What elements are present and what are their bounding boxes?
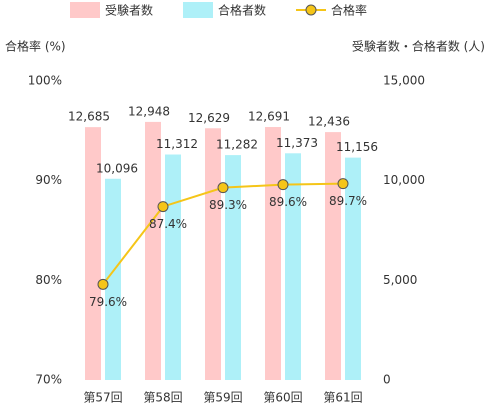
y2-axis-label: 受験者数・合格者数 (人) bbox=[352, 39, 485, 54]
line-value-label: 79.6% bbox=[89, 295, 127, 309]
legend-swatch bbox=[183, 2, 213, 18]
line-marker bbox=[337, 178, 349, 190]
bar bbox=[265, 127, 281, 381]
line-marker bbox=[97, 278, 109, 290]
y2-tick-label: 10,000 bbox=[383, 173, 425, 187]
y2-tick-label: 0 bbox=[383, 373, 391, 387]
line-value-label: 87.4% bbox=[149, 217, 187, 231]
bar bbox=[165, 154, 181, 380]
bar bbox=[345, 157, 361, 380]
bar bbox=[225, 155, 241, 380]
legend-label: 受験者数 bbox=[105, 3, 153, 18]
legend-swatch bbox=[305, 4, 317, 16]
bar bbox=[105, 178, 121, 380]
y2-tick-label: 15,000 bbox=[383, 74, 425, 88]
bar-value-label: 11,156 bbox=[336, 140, 378, 154]
legend-swatch bbox=[70, 2, 100, 18]
line-value-label: 89.3% bbox=[209, 198, 247, 212]
x-tick-label: 第61回 bbox=[323, 391, 362, 405]
bar bbox=[285, 153, 301, 380]
bar-value-label: 11,282 bbox=[216, 138, 258, 152]
bar-value-label: 12,685 bbox=[68, 110, 110, 124]
legend-label: 合格者数 bbox=[218, 3, 266, 18]
y-tick-label: 80% bbox=[35, 273, 62, 287]
line-value-label: 89.6% bbox=[269, 195, 307, 209]
bar-value-label: 12,691 bbox=[248, 110, 290, 124]
y-tick-label: 90% bbox=[35, 173, 62, 187]
y-tick-label: 70% bbox=[35, 373, 62, 387]
x-tick-label: 第57回 bbox=[83, 391, 122, 405]
bar-value-label: 11,373 bbox=[276, 136, 318, 150]
line-marker bbox=[217, 182, 229, 194]
line-marker bbox=[157, 201, 169, 213]
bar-value-label: 11,312 bbox=[156, 137, 198, 151]
bar-value-label: 12,436 bbox=[308, 115, 350, 129]
y-axis-label: 合格率 (%) bbox=[5, 39, 66, 54]
bar-value-label: 12,629 bbox=[188, 111, 230, 125]
bar-value-label: 10,096 bbox=[96, 161, 138, 175]
bar bbox=[205, 128, 221, 380]
y-tick-label: 100% bbox=[28, 74, 62, 88]
x-tick-label: 第59回 bbox=[203, 391, 242, 405]
legend-label: 合格率 bbox=[331, 3, 367, 18]
line-value-label: 89.7% bbox=[329, 194, 367, 208]
x-tick-label: 第58回 bbox=[143, 391, 182, 405]
bar bbox=[85, 127, 101, 381]
x-tick-label: 第60回 bbox=[263, 391, 302, 405]
line-marker bbox=[277, 179, 289, 191]
bar-value-label: 12,948 bbox=[128, 104, 170, 118]
bar bbox=[145, 121, 161, 380]
bar bbox=[325, 132, 341, 380]
y2-tick-label: 5,000 bbox=[383, 273, 417, 287]
